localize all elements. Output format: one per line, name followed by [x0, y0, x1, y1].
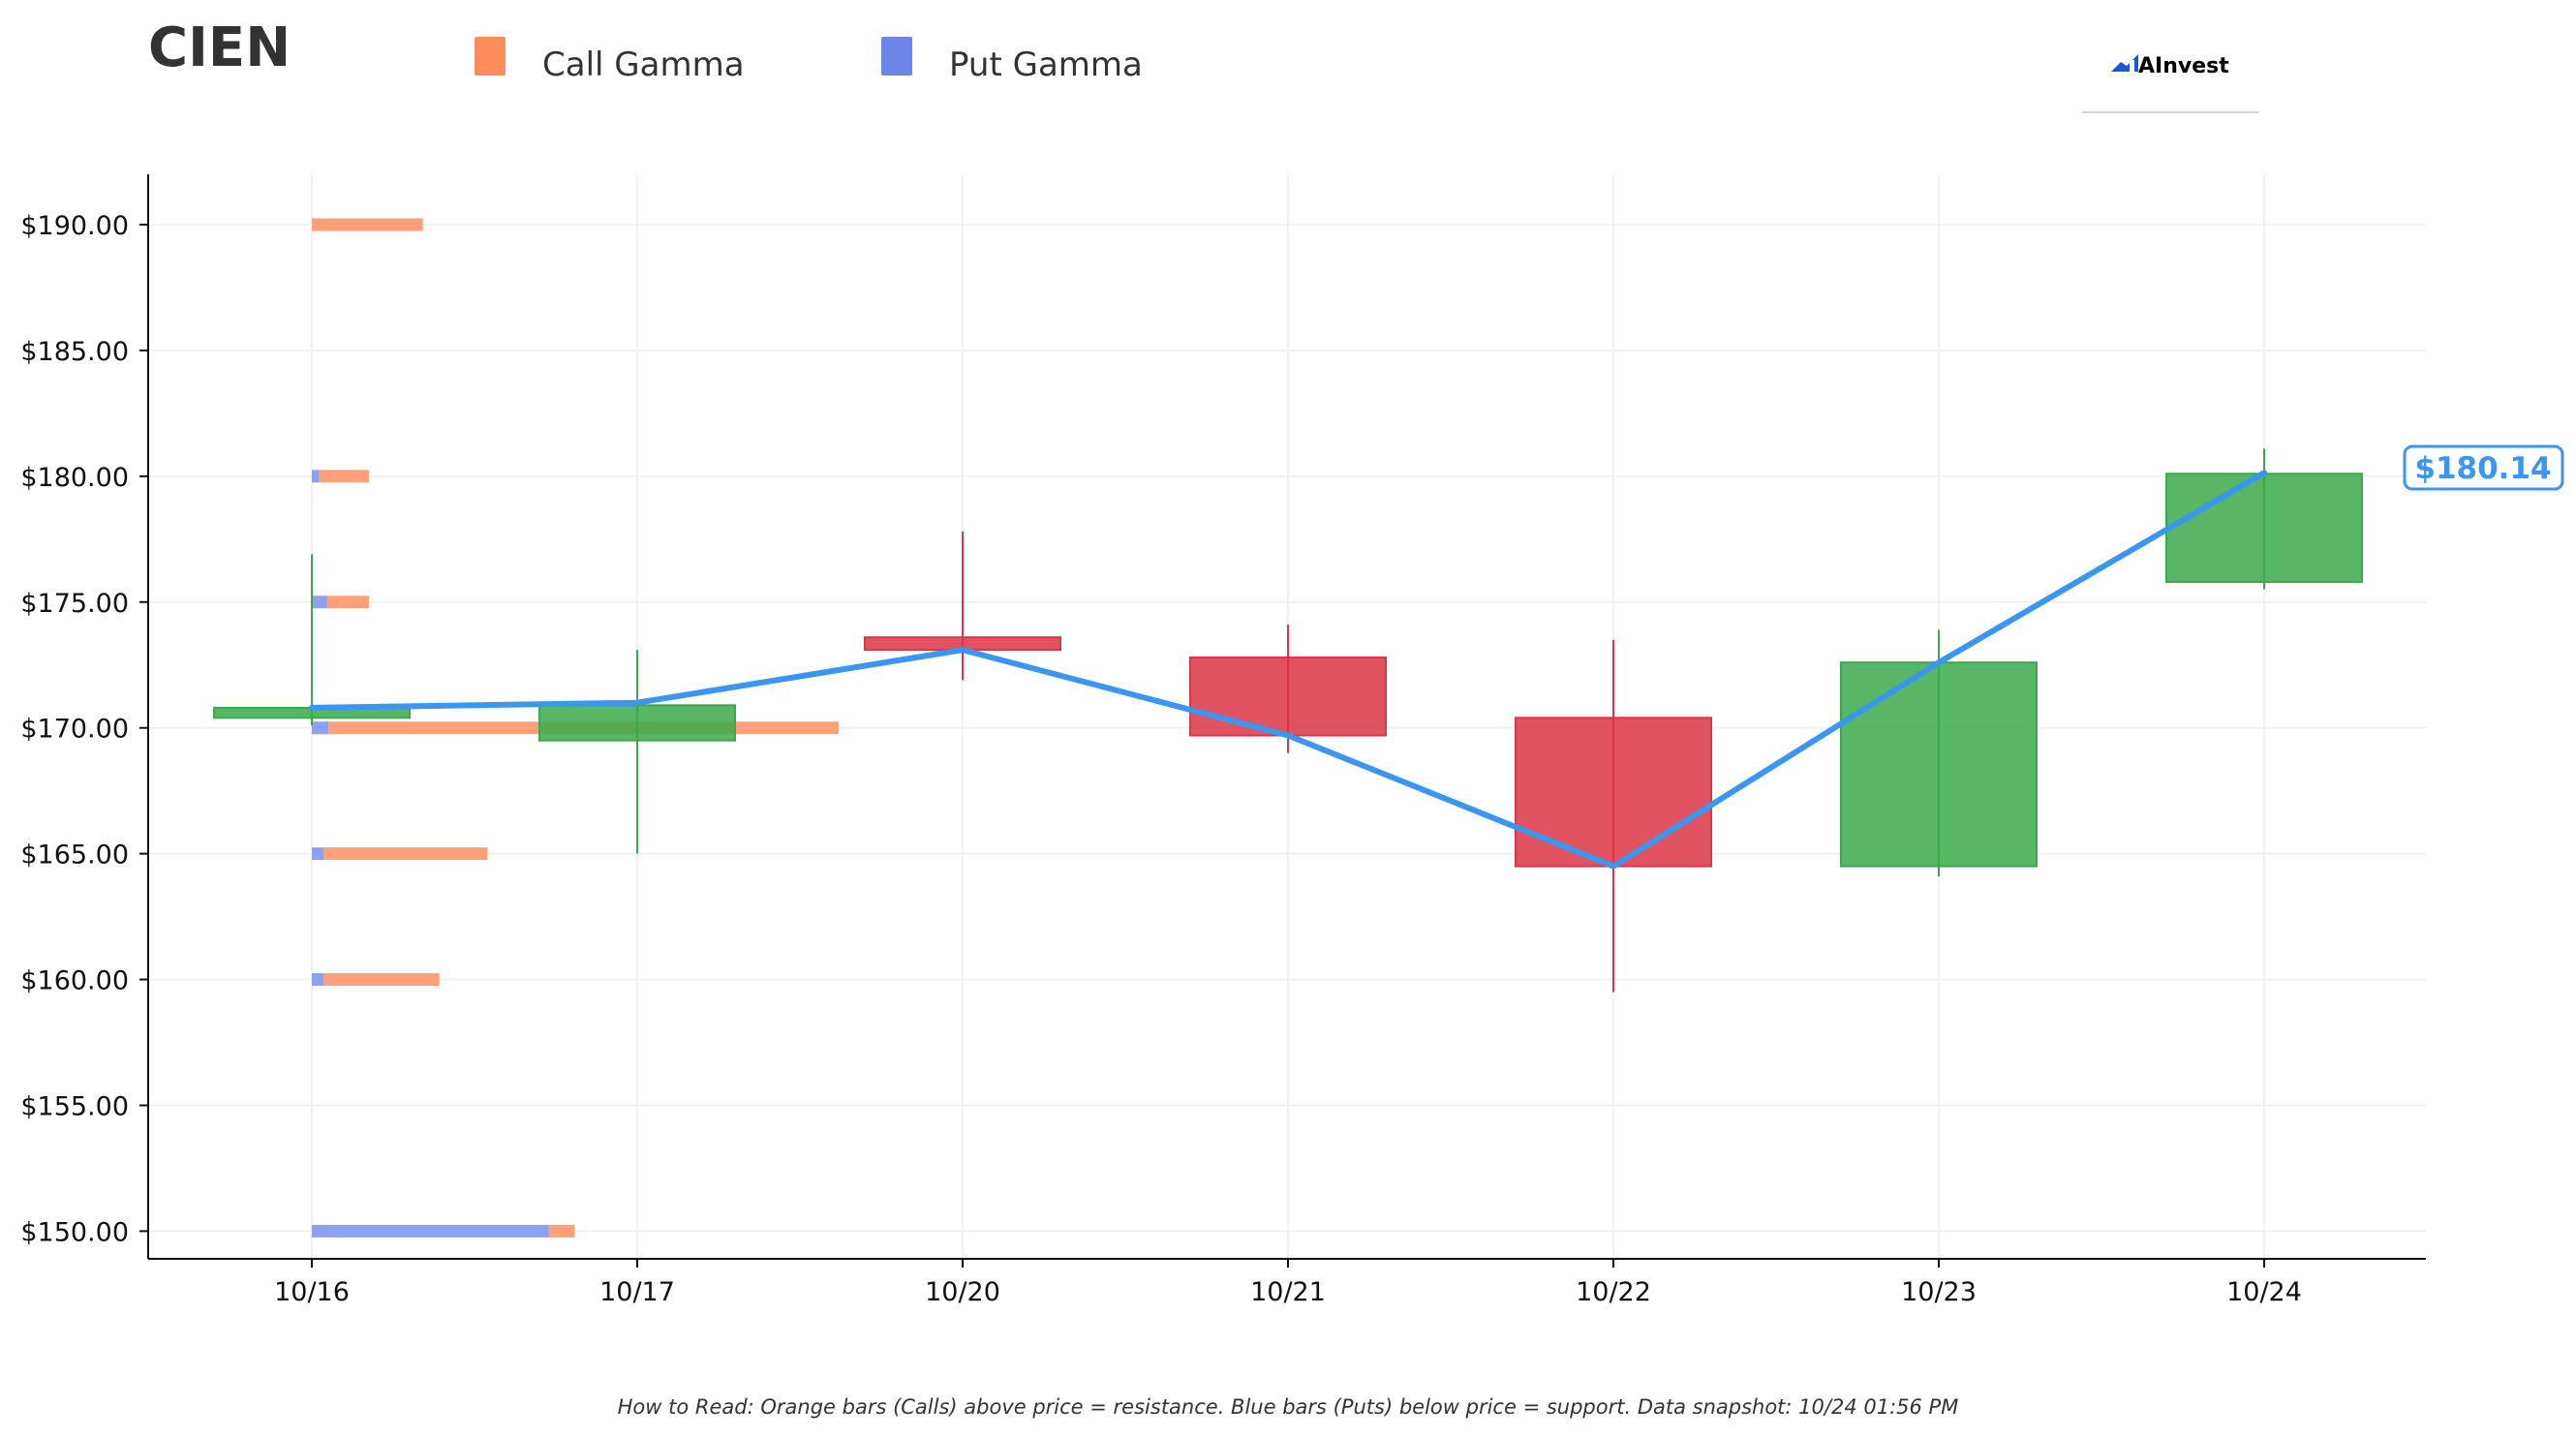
x-tick-label: 10/16: [274, 1277, 350, 1307]
footnote: How to Read: Orange bars (Calls) above p…: [618, 1395, 1959, 1419]
put-gamma-bar: [312, 847, 324, 861]
y-tick-label: $185.00: [20, 337, 129, 367]
call-gamma-bar: [319, 470, 369, 483]
legend-label-put: Put Gamma: [949, 46, 1143, 84]
x-tick-label: 10/17: [599, 1277, 675, 1307]
x-tick-label: 10/21: [1250, 1277, 1326, 1307]
put-gamma-bar: [312, 596, 327, 609]
ticker-title: CIEN: [148, 16, 291, 79]
y-tick-label: $190.00: [20, 211, 129, 241]
logo-bar-icon: [2130, 60, 2134, 72]
put-gamma-bar: [312, 470, 320, 483]
price-line-layer: [309, 470, 2267, 870]
candle-body: [1189, 656, 1387, 737]
last-price-tag: $180.14: [2403, 444, 2564, 491]
put-gamma-bar: [312, 973, 324, 987]
brand-logo: AInvest: [2082, 54, 2258, 113]
axis-labels: $150.00 $155.00 $160.00 $165.00 $170.00 $175.…: [20, 211, 2302, 1307]
last-price-label: $180.14: [2414, 451, 2551, 486]
call-gamma-bar: [326, 596, 369, 609]
x-tick-label: 10/20: [925, 1277, 1000, 1307]
candle-body: [538, 704, 736, 742]
price-line: [309, 470, 2267, 870]
y-tick-label: $165.00: [20, 841, 129, 871]
y-tick-label: $155.00: [20, 1091, 129, 1121]
y-tick-label: $170.00: [20, 715, 129, 745]
put-gamma-bar: [312, 1224, 549, 1238]
legend: Call Gamma Put Gamma: [475, 37, 1143, 84]
candle-body: [2165, 473, 2363, 583]
call-gamma-bar: [548, 1224, 575, 1238]
legend-swatch-put: [881, 37, 912, 76]
legend-swatch-call: [475, 37, 506, 76]
legend-label-call: Call Gamma: [542, 46, 745, 84]
logo-text: AInvest: [2138, 54, 2229, 78]
x-tick-label: 10/24: [2226, 1277, 2302, 1307]
call-gamma-bar: [323, 973, 440, 987]
put-gamma-bar: [312, 721, 329, 735]
y-tick-label: $150.00: [20, 1217, 129, 1247]
call-gamma-bar: [312, 218, 423, 231]
last-price-box: [2403, 444, 2564, 491]
y-tick-label: $160.00: [20, 966, 129, 996]
x-tick-label: 10/23: [1901, 1277, 1977, 1307]
x-tick-label: 10/22: [1576, 1277, 1651, 1307]
y-tick-label: $180.00: [20, 463, 129, 493]
candle-body: [1515, 717, 1712, 868]
candle-body: [1840, 661, 2038, 868]
axes: [139, 174, 2426, 1268]
y-tick-label: $175.00: [20, 589, 129, 619]
call-gamma-bar: [323, 847, 488, 861]
